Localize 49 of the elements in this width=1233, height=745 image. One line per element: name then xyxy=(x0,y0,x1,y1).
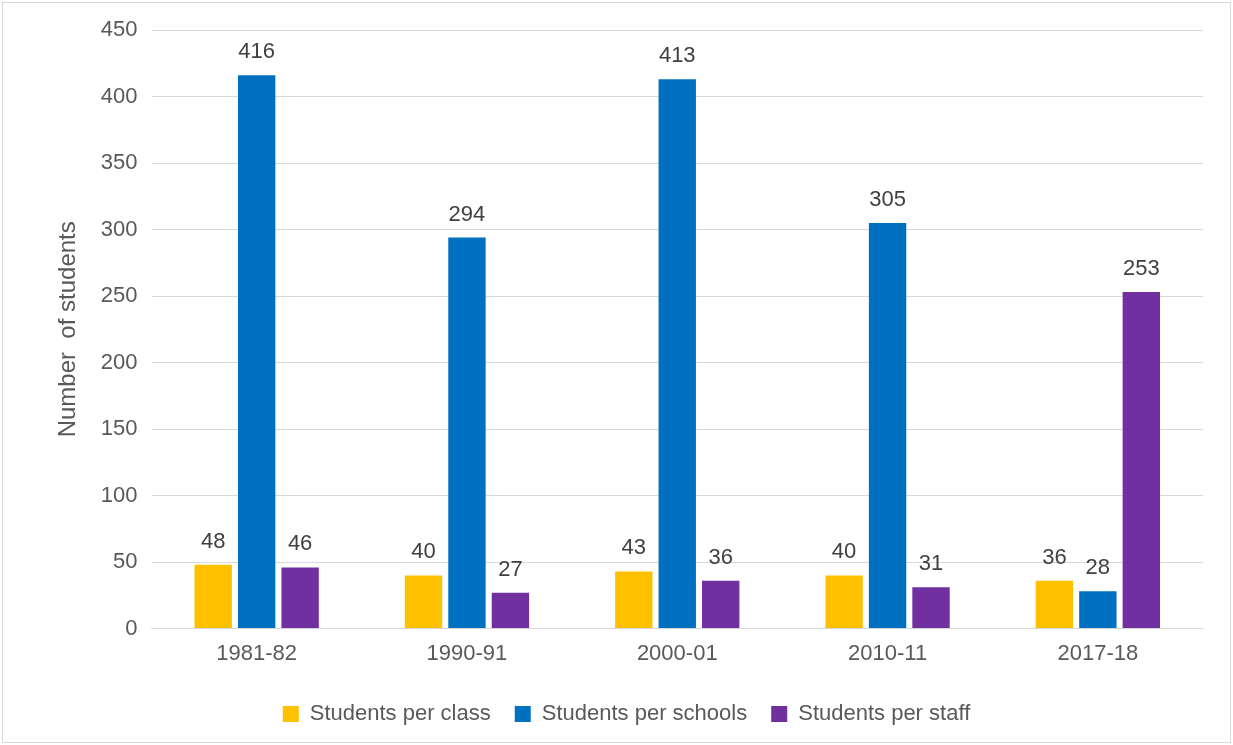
y-tick-label: 250 xyxy=(100,282,138,308)
bar xyxy=(658,79,696,629)
bar xyxy=(281,567,319,629)
x-tick-label: 2000-01 xyxy=(636,639,718,665)
x-tick-label: 2017-18 xyxy=(1057,639,1139,665)
legend-label: Students per staff xyxy=(798,700,972,726)
data-label: 40 xyxy=(411,538,436,564)
data-label: 28 xyxy=(1085,554,1111,580)
data-label: 43 xyxy=(621,534,647,560)
data-label: 27 xyxy=(498,555,523,581)
data-label: 305 xyxy=(869,185,906,211)
bar xyxy=(868,222,907,629)
y-tick-label: 100 xyxy=(100,481,138,507)
data-label: 36 xyxy=(708,543,733,569)
bar xyxy=(491,592,530,629)
bar xyxy=(1122,292,1160,629)
x-tick-label: 2010-11 xyxy=(848,639,928,665)
data-label: 40 xyxy=(831,538,857,564)
bar xyxy=(194,564,232,629)
bar xyxy=(912,587,950,629)
bar xyxy=(1035,580,1074,629)
bar xyxy=(404,575,443,629)
data-label: 36 xyxy=(1042,543,1067,569)
bar xyxy=(237,75,276,629)
data-label: 413 xyxy=(658,42,696,68)
data-label: 294 xyxy=(448,200,486,226)
y-tick-label: 350 xyxy=(100,149,138,175)
data-label: 31 xyxy=(918,550,944,576)
legend-label: Students per class xyxy=(309,700,491,726)
bar xyxy=(702,580,740,629)
y-tick-label: 450 xyxy=(100,16,138,42)
x-tick-label: 1990-91 xyxy=(426,639,508,665)
bar xyxy=(615,571,653,629)
data-label: 416 xyxy=(238,38,276,64)
bar xyxy=(1079,591,1117,629)
x-tick-label: 1981-82 xyxy=(216,639,298,665)
legend-label: Students per schools xyxy=(541,700,748,726)
y-tick-label: 50 xyxy=(113,548,138,574)
data-label: 46 xyxy=(287,530,313,556)
y-tick-label: 200 xyxy=(100,348,138,374)
y-tick-label: 150 xyxy=(100,415,138,441)
y-tick-label: 400 xyxy=(100,82,138,108)
data-label: 48 xyxy=(200,527,226,553)
bar xyxy=(448,237,486,629)
y-tick-label: 300 xyxy=(100,215,138,241)
y-tick-label: 0 xyxy=(125,614,138,640)
y-axis-title: Number of students xyxy=(53,221,81,438)
bar xyxy=(825,575,863,629)
data-label: 253 xyxy=(1122,255,1160,281)
